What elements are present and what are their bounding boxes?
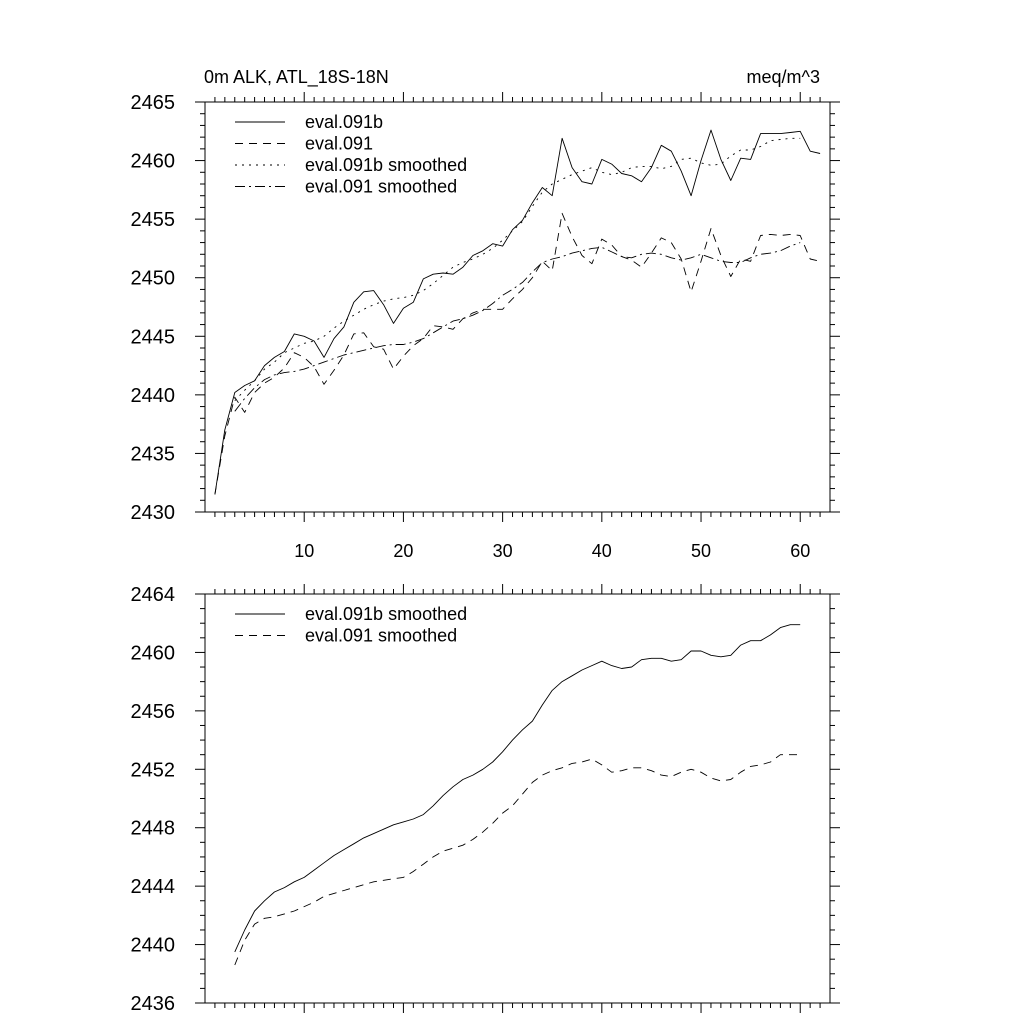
series-line [234,754,801,966]
y-tick-label: 2452 [131,759,176,781]
y-tick-label: 2460 [131,151,176,173]
x-tick-label: 20 [393,541,413,561]
bottom-panel: 2436 2440 2444 2448 2452 2456 2460 2464 eval.091… [131,584,840,1015]
series-line [234,624,801,953]
y-tick-label: 2435 [131,443,176,465]
series-line [234,242,801,412]
y-tick-label: 2460 [131,642,176,664]
x-tick-label: 50 [691,541,711,561]
legend-label: eval.091b smoothed [305,155,467,175]
legend-label: eval.091 smoothed [305,626,457,646]
x-tick-label: 30 [493,541,513,561]
chart-title: 0m ALK, ATL_18S-18N [204,67,389,88]
y-tick-label: 2450 [131,268,176,290]
top-panel: 10 20 30 40 50 60 2430 2435 2440 2445 2450 2455 2460… [131,92,840,561]
series-line [214,212,821,495]
series-line [214,129,821,495]
x-tick-label: 60 [790,541,810,561]
y-tick-label: 2445 [131,326,176,348]
legend-label: eval.091b smoothed [305,604,467,624]
plot-frame [204,101,831,513]
chart-units: meq/m^3 [747,67,820,87]
y-tick-label: 2440 [131,385,176,407]
x-tick-label: 10 [294,541,314,561]
x-tick-label: 40 [592,541,612,561]
legend-label: eval.091b [305,112,383,132]
y-tick-label: 2465 [131,92,176,114]
legend-label: eval.091 smoothed [305,177,457,197]
y-tick-label: 2444 [131,876,176,898]
y-tick-label: 2456 [131,701,176,723]
y-tick-label: 2436 [131,993,176,1015]
y-tick-label: 2430 [131,502,176,524]
y-tick-label: 2440 [131,935,176,957]
y-tick-label: 2448 [131,818,176,840]
legend-label: eval.091 [305,134,373,154]
y-tick-label: 2455 [131,209,176,231]
y-tick-label: 2464 [131,584,176,606]
plot-frame [204,593,831,1004]
